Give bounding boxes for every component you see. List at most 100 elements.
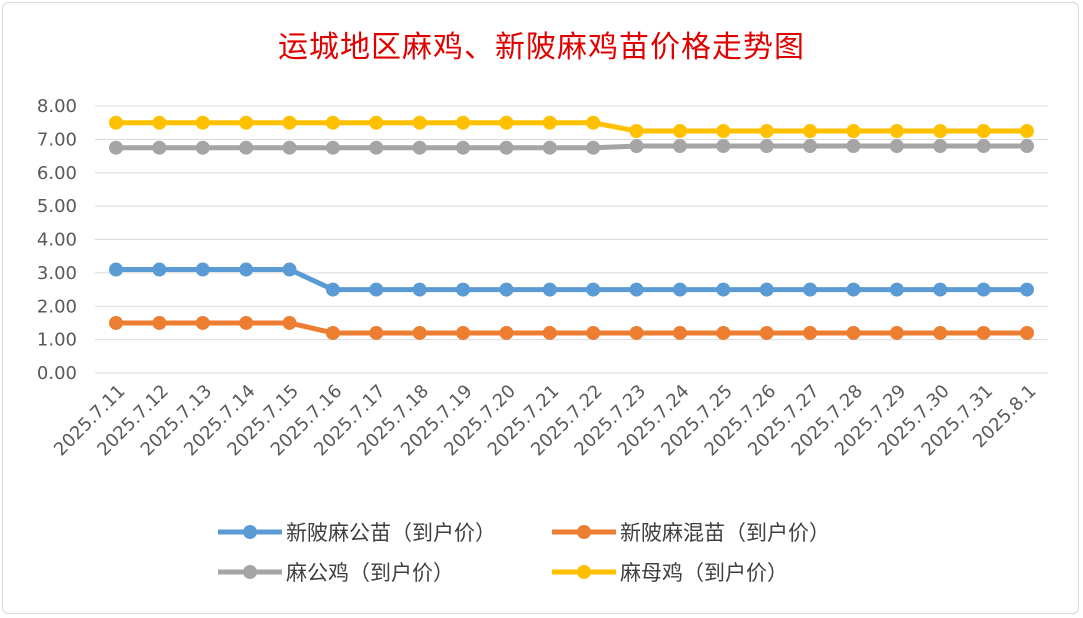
data-point xyxy=(542,282,557,297)
data-point xyxy=(369,282,384,297)
data-point xyxy=(109,115,123,130)
y-tick-label: 8.00 xyxy=(37,96,77,117)
y-tick-label: 4.00 xyxy=(37,230,77,251)
data-point xyxy=(325,282,340,297)
data-point xyxy=(629,139,644,154)
series-line xyxy=(116,143,1027,151)
data-point xyxy=(369,325,384,340)
data-point xyxy=(933,124,948,139)
data-point xyxy=(239,140,254,155)
legend-label: 麻公鸡（到户价） xyxy=(286,561,454,585)
data-point xyxy=(152,262,167,277)
data-point xyxy=(542,325,557,340)
data-point xyxy=(325,115,340,130)
y-tick-label: 3.00 xyxy=(37,263,77,284)
data-point xyxy=(109,315,123,330)
data-point xyxy=(976,282,991,297)
data-point xyxy=(716,325,731,340)
data-point xyxy=(716,124,731,139)
data-point xyxy=(672,139,687,154)
y-tick-label: 7.00 xyxy=(37,129,77,150)
data-point xyxy=(499,325,514,340)
data-point xyxy=(412,115,427,130)
data-point xyxy=(499,140,514,155)
y-tick-label: 0.00 xyxy=(37,363,77,384)
data-point xyxy=(933,282,948,297)
data-point xyxy=(239,115,254,130)
series-line xyxy=(116,267,1027,293)
data-point xyxy=(239,262,254,277)
y-tick-label: 6.00 xyxy=(37,163,77,184)
y-tick-label: 1.00 xyxy=(37,330,77,351)
data-point xyxy=(195,140,210,155)
data-point xyxy=(629,325,644,340)
data-point xyxy=(282,140,297,155)
data-point xyxy=(1020,325,1034,340)
data-point xyxy=(629,282,644,297)
data-point xyxy=(803,124,818,139)
data-point xyxy=(456,325,471,340)
data-point xyxy=(933,325,948,340)
data-point xyxy=(629,124,644,139)
data-point xyxy=(803,325,818,340)
data-point xyxy=(325,140,340,155)
data-point xyxy=(195,115,210,130)
data-point xyxy=(976,325,991,340)
data-point xyxy=(412,282,427,297)
y-tick-label: 5.00 xyxy=(37,196,77,217)
data-point xyxy=(412,140,427,155)
legend-label: 新陂麻混苗（到户价） xyxy=(620,521,830,545)
data-point xyxy=(456,140,471,155)
data-point xyxy=(716,282,731,297)
data-point xyxy=(586,282,601,297)
data-point xyxy=(803,282,818,297)
data-point xyxy=(586,140,601,155)
legend-label: 新陂麻公苗（到户价） xyxy=(286,521,496,545)
legend-label: 麻母鸡（到户价） xyxy=(620,561,788,585)
data-point xyxy=(282,315,297,330)
data-point xyxy=(1020,124,1034,139)
data-point xyxy=(195,262,210,277)
data-point xyxy=(542,115,557,130)
data-point xyxy=(846,139,861,154)
data-point xyxy=(542,140,557,155)
legend-swatch-marker xyxy=(577,565,591,579)
data-point xyxy=(195,315,210,330)
data-point xyxy=(759,139,774,154)
data-point xyxy=(889,282,904,297)
data-point xyxy=(759,325,774,340)
series-line xyxy=(116,320,1027,336)
data-point xyxy=(1020,282,1034,297)
data-point xyxy=(716,139,731,154)
data-point xyxy=(109,140,123,155)
data-point xyxy=(976,124,991,139)
y-tick-label: 2.00 xyxy=(37,296,77,317)
data-point xyxy=(759,124,774,139)
data-point xyxy=(889,124,904,139)
data-point xyxy=(152,115,167,130)
data-point xyxy=(672,282,687,297)
data-point xyxy=(672,325,687,340)
data-point xyxy=(325,325,340,340)
data-point xyxy=(889,139,904,154)
legend-swatch-marker xyxy=(243,565,257,579)
legend-swatch-marker xyxy=(577,525,591,539)
data-point xyxy=(586,325,601,340)
data-point xyxy=(976,139,991,154)
data-point xyxy=(456,115,471,130)
chart-title: 运城地区麻鸡、新陂麻鸡苗价格走势图 xyxy=(278,30,805,65)
data-point xyxy=(412,325,427,340)
series-line xyxy=(116,120,1027,134)
data-point xyxy=(759,282,774,297)
data-point xyxy=(369,140,384,155)
data-point xyxy=(152,315,167,330)
data-point xyxy=(803,139,818,154)
data-point xyxy=(889,325,904,340)
legend-swatch-marker xyxy=(243,525,257,539)
data-point xyxy=(499,115,514,130)
data-point xyxy=(369,115,384,130)
data-point xyxy=(1020,139,1034,154)
data-point xyxy=(846,325,861,340)
